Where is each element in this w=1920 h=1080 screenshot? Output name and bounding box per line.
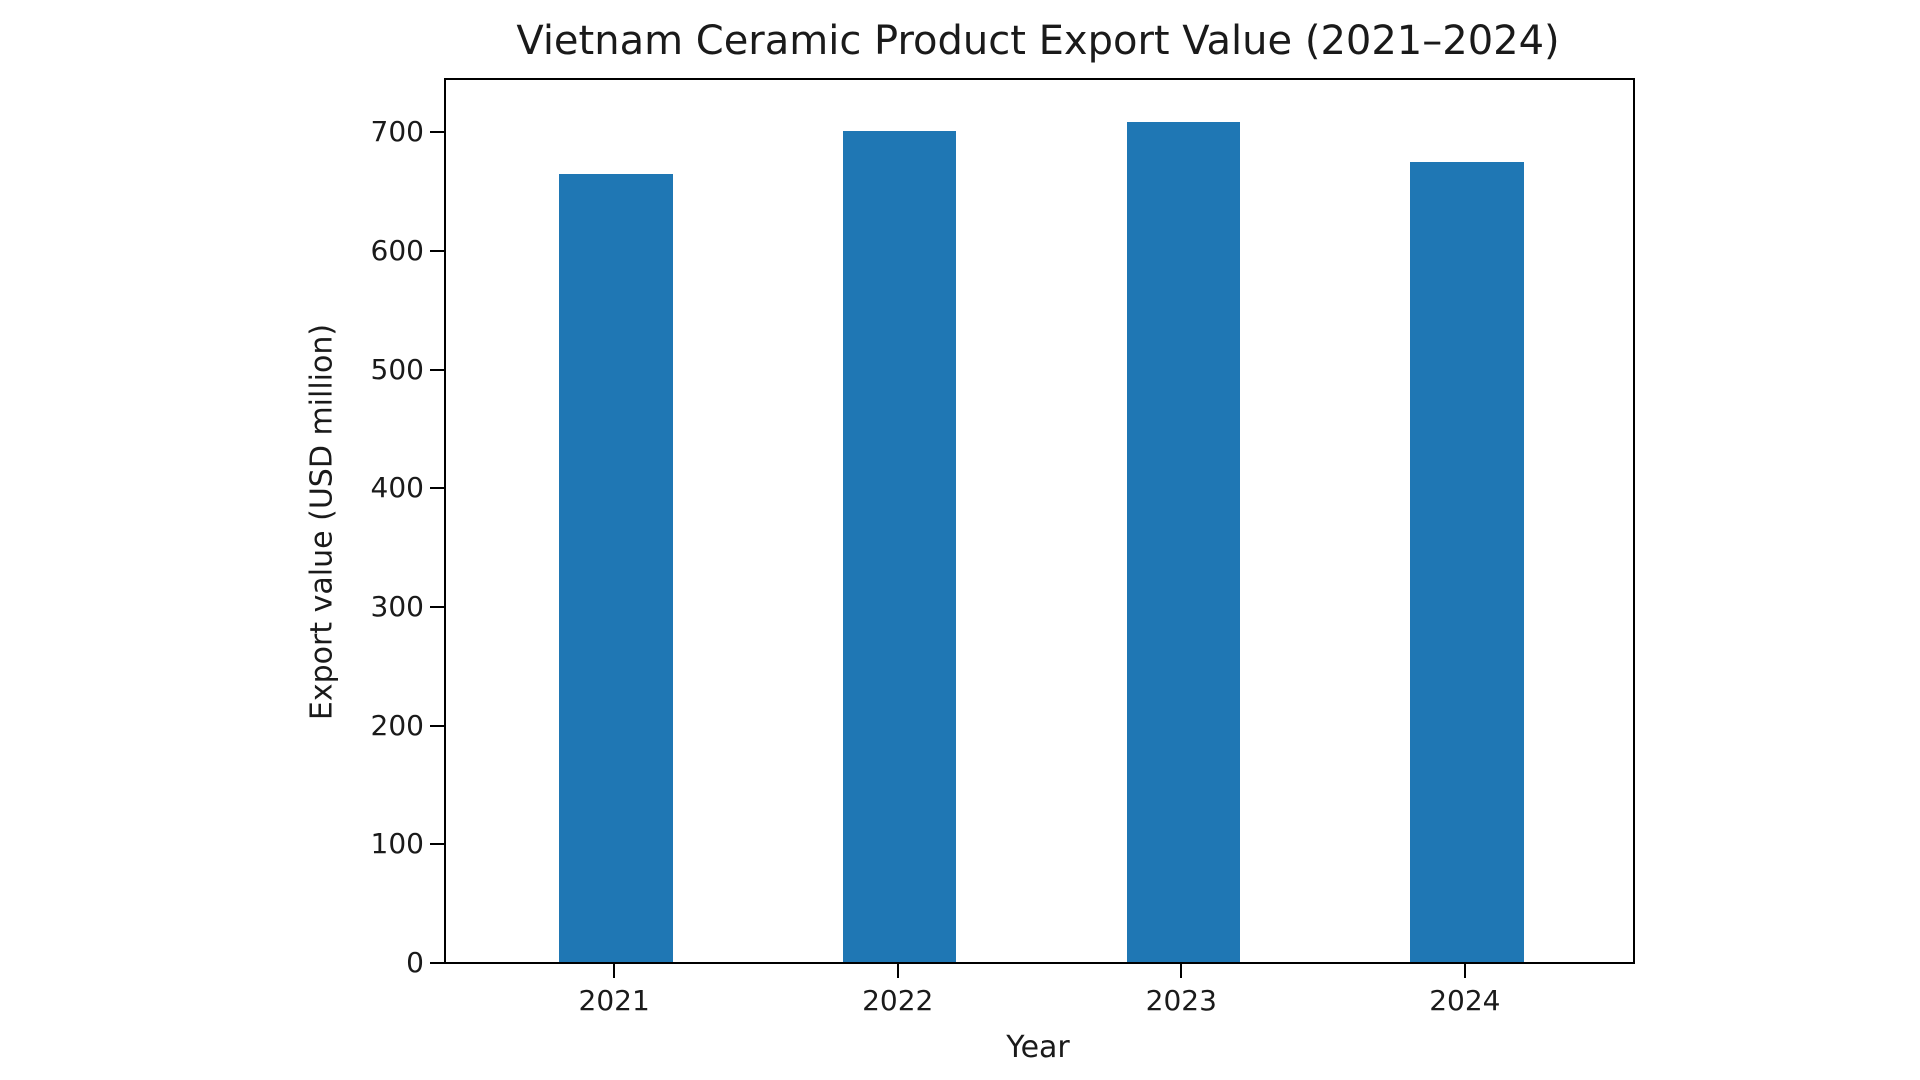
- y-tick-label: 500: [370, 352, 424, 386]
- x-tick-label: 2021: [578, 984, 650, 1017]
- y-axis-label: Export value (USD million): [304, 323, 340, 721]
- y-tick-label: 400: [370, 471, 424, 505]
- y-tick: [430, 368, 444, 371]
- bar-2022: [843, 131, 957, 962]
- y-tick-label: 200: [370, 708, 424, 742]
- y-tick-label: 300: [370, 590, 424, 624]
- y-tick: [430, 250, 444, 253]
- y-tick-label: 100: [370, 827, 424, 861]
- bar-2023: [1126, 121, 1240, 962]
- y-tick: [430, 843, 444, 846]
- y-tick: [430, 724, 444, 727]
- x-tick: [1463, 964, 1466, 978]
- x-tick-label: 2022: [862, 984, 934, 1017]
- y-tick-label: 0: [406, 946, 424, 979]
- x-tick: [613, 964, 616, 978]
- x-tick-label: 2023: [1145, 984, 1217, 1017]
- bar-2021: [559, 174, 673, 962]
- y-tick-label: 700: [370, 115, 424, 149]
- y-tick: [430, 487, 444, 490]
- y-tick: [430, 131, 444, 134]
- chart-title: Vietnam Ceramic Product Export Value (20…: [516, 18, 1560, 64]
- y-tick-label: 600: [370, 234, 424, 268]
- y-tick: [430, 606, 444, 609]
- x-axis-label: Year: [1006, 1030, 1070, 1065]
- x-tick: [1180, 964, 1183, 978]
- bar-2024: [1410, 162, 1524, 962]
- plot-area: [444, 78, 1635, 964]
- x-tick: [896, 964, 899, 978]
- x-tick-label: 2024: [1429, 984, 1501, 1017]
- y-tick: [430, 962, 444, 964]
